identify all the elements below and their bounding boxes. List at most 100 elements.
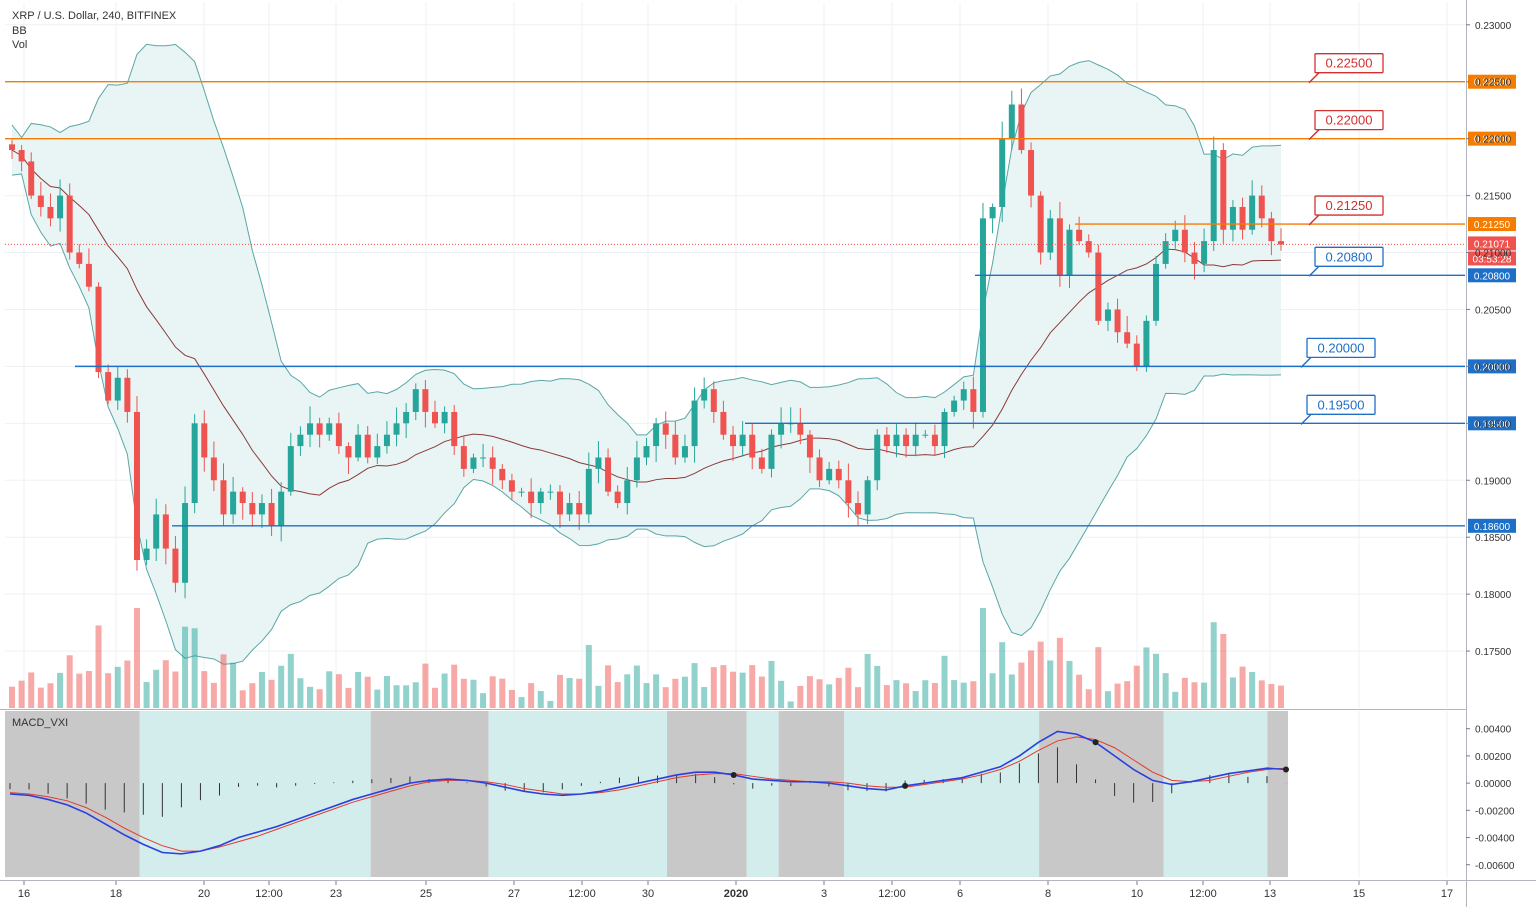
candle-body	[1249, 195, 1256, 230]
volume-bars	[9, 608, 1284, 708]
candle-body	[57, 195, 64, 219]
candle-body	[681, 446, 688, 458]
price-axis-label: 0.20500	[1475, 305, 1512, 316]
candle-body	[1229, 206, 1236, 230]
candle-body	[220, 480, 227, 515]
candle-body	[1095, 252, 1102, 321]
price-axis-label: 0.22500	[1475, 78, 1512, 89]
macd-pane	[5, 711, 1289, 877]
level-axis-label: 0.18600	[1474, 522, 1511, 533]
candle-body	[922, 434, 929, 436]
price-axis: 0.23000 0.22500 0.22000 0.21500 0.21000 0.205…	[1466, 21, 1512, 658]
volume-bar	[835, 677, 842, 708]
volume-bar	[451, 664, 458, 708]
price-axis-label: 0.18000	[1475, 590, 1512, 601]
volume-bar	[1239, 666, 1246, 708]
candle-body	[701, 389, 708, 401]
time-axis-label: 23	[330, 888, 342, 900]
volume-bar	[460, 678, 467, 708]
candle-body	[210, 457, 217, 481]
candle-body	[201, 423, 208, 458]
bb-middle-band	[11, 149, 1282, 496]
volume-bar	[1181, 677, 1188, 708]
volume-bar	[1133, 665, 1140, 708]
candle-body	[768, 434, 775, 469]
candle-body	[691, 400, 698, 447]
bb-indicator-label: BB	[12, 25, 27, 37]
volume-bar	[730, 671, 737, 708]
volume-bar	[153, 669, 160, 708]
candle-body	[576, 503, 583, 515]
macd-region	[746, 711, 779, 877]
candle-body	[778, 423, 785, 435]
candle-body	[595, 457, 602, 469]
candle-body	[1104, 309, 1111, 321]
time-axis-label: 2020	[724, 888, 748, 900]
candle-body	[566, 503, 573, 515]
candle-body	[326, 423, 333, 435]
bb-fill	[12, 44, 1281, 665]
volume-bar	[403, 685, 410, 708]
volume-bar	[182, 626, 189, 708]
volume-bar	[76, 673, 83, 708]
callout-box	[1314, 109, 1384, 131]
volume-bar	[1047, 660, 1054, 708]
time-axis-label: 18	[110, 888, 122, 900]
volume-bar	[143, 682, 150, 708]
volume-bar	[28, 672, 35, 708]
volume-bar	[681, 676, 688, 708]
volume-bar	[643, 683, 650, 708]
candle-body	[845, 480, 852, 504]
volume-bar	[1268, 683, 1275, 708]
candle-body	[605, 457, 612, 492]
callout-pointer	[1308, 129, 1320, 141]
volume-bar	[547, 700, 554, 708]
candle-body	[912, 434, 919, 447]
candle-body	[797, 423, 804, 435]
candle-body	[133, 411, 140, 560]
level-axis-tag	[1468, 74, 1516, 89]
callout-pointer	[1300, 356, 1312, 368]
candle-body	[172, 548, 179, 583]
volume-bar	[287, 653, 294, 708]
callout-box	[1314, 53, 1384, 74]
volume-bar	[1201, 682, 1208, 708]
candle-body	[105, 372, 112, 401]
time-axis-label: 20	[198, 888, 210, 900]
candle-body	[9, 144, 15, 151]
volume-bar	[999, 642, 1006, 708]
price-axis-label: 0.23000	[1475, 21, 1512, 32]
volume-bar	[268, 679, 275, 708]
volume-bar	[1095, 647, 1102, 708]
volume-bar	[528, 683, 535, 708]
volume-bar	[979, 608, 986, 708]
volume-bar	[1172, 691, 1179, 708]
time-axis-label: 12:00	[255, 888, 283, 900]
candle-body	[287, 446, 294, 492]
volume-bar	[883, 685, 890, 708]
macd-region	[1039, 711, 1164, 877]
volume-bar	[1143, 647, 1150, 708]
volume-bar	[797, 685, 804, 708]
countdown-label: 03:53:28	[1473, 254, 1512, 265]
level-axis-tag	[1468, 268, 1516, 283]
volume-bar	[653, 674, 660, 708]
volume-bar	[787, 701, 794, 708]
macd-cross-point	[902, 782, 909, 789]
price-axis-label: 0.19500	[1475, 419, 1512, 430]
volume-bar	[133, 608, 140, 708]
candle-body	[1172, 229, 1179, 242]
macd-axis-label: -0.00200	[1475, 806, 1515, 817]
volume-bar	[1066, 660, 1073, 708]
candle-body	[364, 434, 371, 458]
volume-bar	[249, 683, 256, 708]
volume-bar	[1191, 682, 1198, 708]
volume-bar	[210, 682, 217, 708]
candle-body	[1124, 332, 1131, 344]
candle-body	[441, 411, 448, 424]
volume-bar	[1076, 674, 1083, 708]
callout-text: 0.19500	[1318, 397, 1365, 412]
candle-body	[585, 468, 592, 515]
level-axis-label: 0.22500	[1474, 78, 1511, 89]
